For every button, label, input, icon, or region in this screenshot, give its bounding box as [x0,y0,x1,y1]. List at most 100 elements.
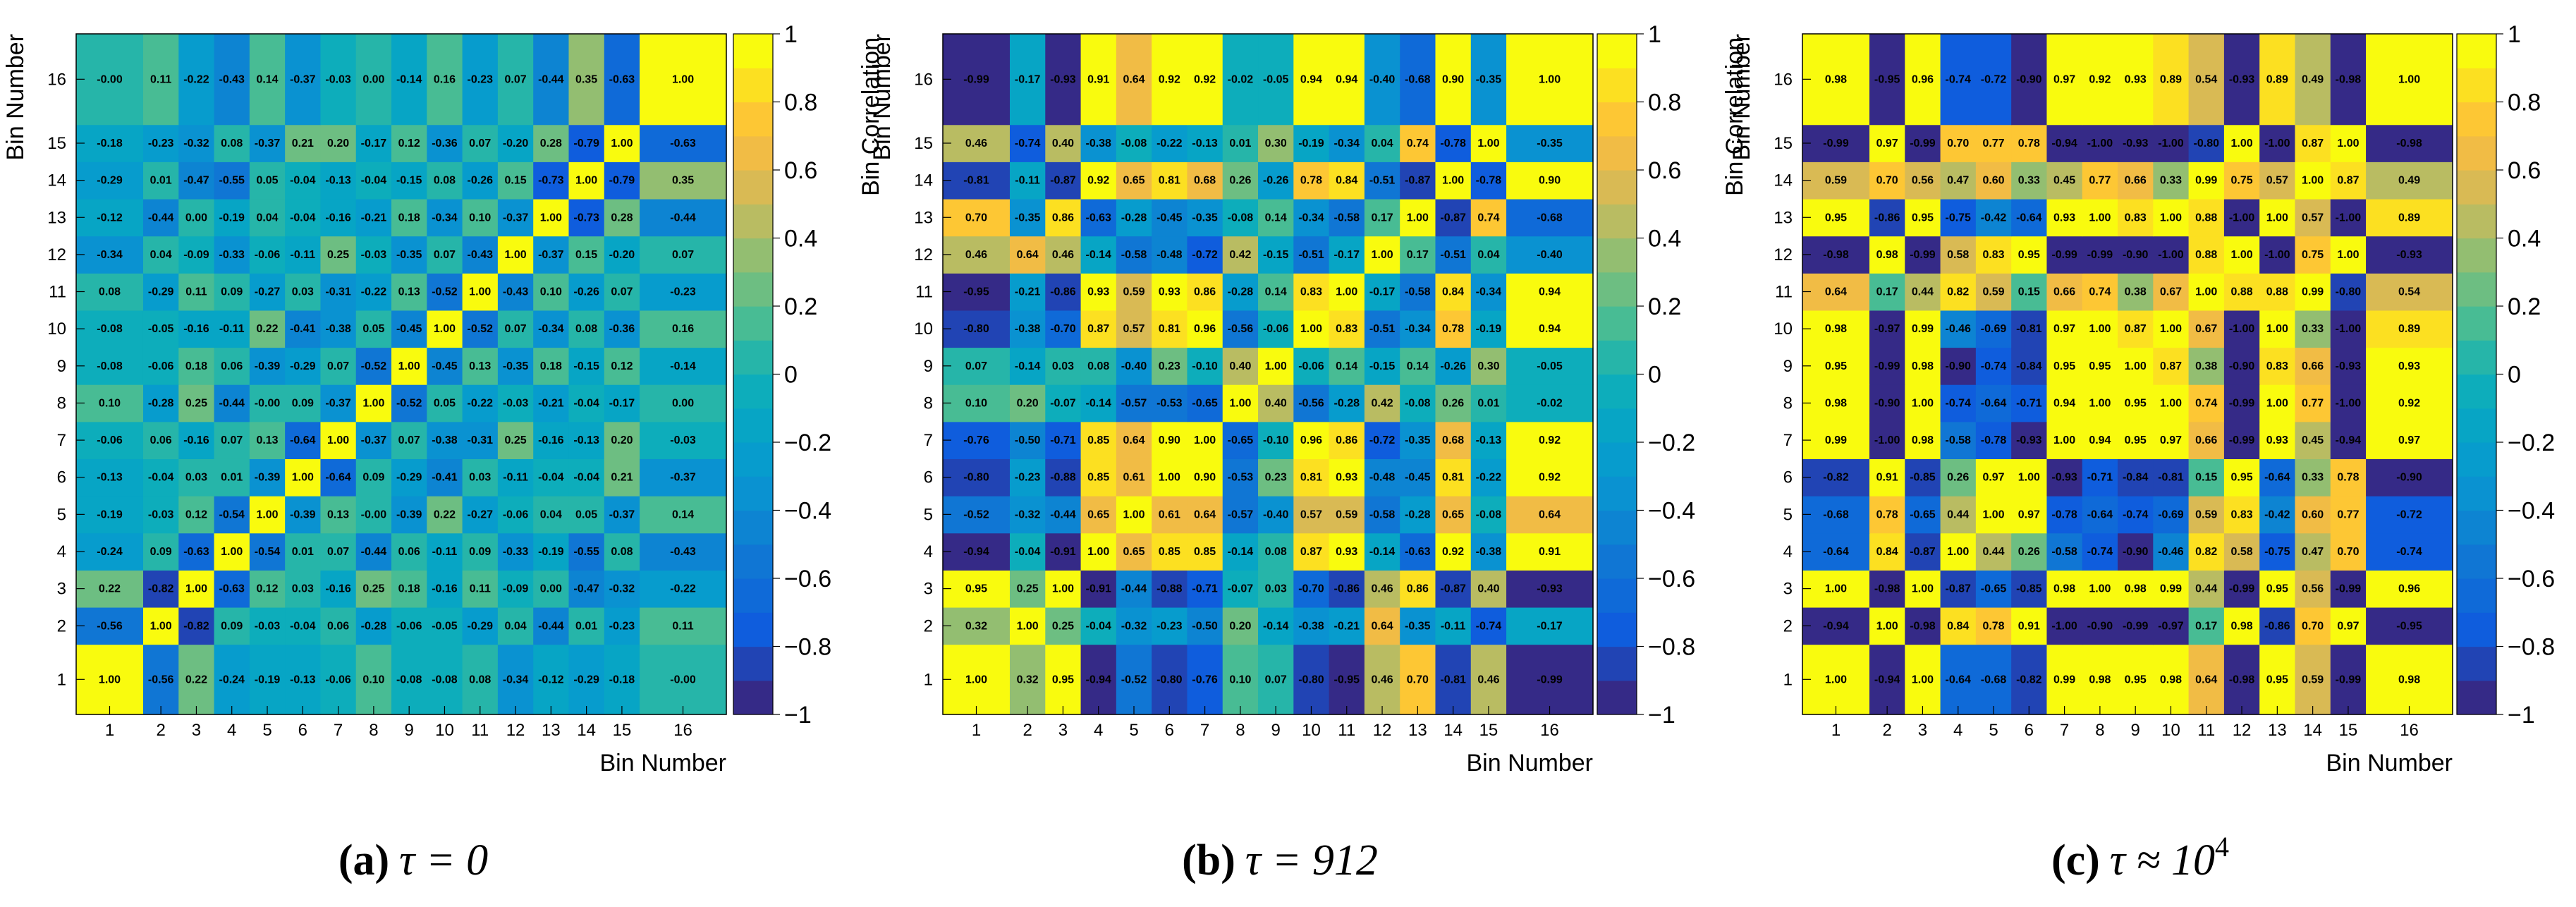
cell-value-label: -0.53 [1228,472,1254,484]
heatmap-cell [142,162,179,200]
cell-value-label: 0.12 [611,360,633,372]
cell-value-label: 0.99 [1825,434,1847,446]
heatmap-cell [497,162,534,200]
heatmap-cell [178,310,215,348]
heatmap-cell [142,644,179,715]
cell-value-label: -0.34 [1298,212,1324,224]
heatmap-cell [355,34,392,126]
heatmap-cell [1400,570,1436,608]
cell-value-label: -0.79 [609,175,635,187]
cell-value-label: 0.78 [1982,620,2004,632]
heatmap-cell [943,384,1011,422]
cell-value-label: 0.86 [1336,434,1357,446]
cell-value-label: -0.44 [670,212,696,224]
heatmap-cell [2153,570,2190,608]
heatmap-cell [249,34,286,126]
cell-value-label: -0.90 [1874,397,1900,409]
cell-value-label: -0.03 [325,73,351,85]
cell-value-label: 0.94 [1539,286,1561,298]
heatmap-cell [1975,273,2012,311]
cell-value-label: -0.33 [503,546,529,558]
heatmap-cell [2153,421,2190,459]
cell-value-label: -0.15 [1369,360,1396,372]
colorbar-step [733,374,773,409]
cell-value-label: 1.00 [1300,323,1322,335]
heatmap-cell [1506,310,1594,348]
heatmap-cell [1187,496,1223,534]
heatmap-cell [1435,310,1472,348]
cell-value-label: 0.26 [2018,546,2040,558]
heatmap-cell [2188,198,2225,237]
heatmap-cell [1009,34,1046,126]
heatmap-cell [2011,532,2048,571]
cell-value-label: 1.00 [1159,472,1180,484]
cell-value-label: 0.03 [292,286,314,298]
colorbar-step [733,544,773,579]
heatmap-cell [2118,310,2154,348]
heatmap-cell [249,607,286,645]
cell-value-label: 0.93 [2398,360,2420,372]
heatmap-cell [1187,347,1223,385]
cell-value-label: -0.41 [432,472,458,484]
cell-value-label: -0.87 [1405,175,1431,187]
cell-value-label: -0.43 [219,73,245,85]
cell-value-label: -0.52 [1121,674,1147,686]
heatmap-cell [2188,532,2225,571]
cell-value-label: 0.83 [2266,360,2288,372]
heatmap-cell [178,496,215,534]
heatmap-cell [320,496,357,534]
cell-value-label: 0.84 [1336,175,1357,187]
cell-value-label: 0.67 [2160,286,2182,298]
heatmap-cell [943,124,1011,162]
heatmap-cell [2046,198,2083,237]
heatmap-cell [285,236,322,274]
heatmap-cell [2188,421,2225,459]
cell-value-label: 0.70 [2302,620,2324,632]
heatmap-cell [1869,384,1905,422]
colorbar-step [2457,374,2496,409]
heatmap-cell [285,347,322,385]
cell-value-label: -0.11 [432,546,458,558]
cell-value-label: 0.57 [1123,323,1144,335]
cell-value-label: 0.15 [2018,286,2040,298]
y-tick-label: 7 [1783,431,1793,450]
heatmap-cell [943,162,1011,200]
y-tick-label: 13 [1774,208,1793,227]
heatmap-cell [1364,458,1400,497]
heatmap-cell [1905,34,1941,126]
cell-value-label: 0.30 [1477,360,1499,372]
heatmap-cell [1293,421,1330,459]
cell-value-label: 1.00 [2266,397,2288,409]
cell-value-label: 0.32 [965,620,987,632]
heatmap-cell [497,124,534,162]
cell-value-label: -0.10 [1263,434,1289,446]
heatmap-cell [1009,607,1046,645]
cell-value-label: -0.19 [1298,138,1324,150]
cell-value-label: 0.74 [2195,397,2217,409]
x-tick-label: 5 [262,721,271,740]
heatmap-cell [2046,310,2083,348]
cell-value-label: 0.47 [2302,546,2324,558]
heatmap-cell [1258,162,1294,200]
cell-value-label: -0.11 [503,472,528,484]
heatmap-cell [568,384,605,422]
heatmap-cell [1187,644,1223,715]
cell-value-label: 0.17 [1876,286,1898,298]
cell-value-label: -0.52 [963,509,989,521]
cell-value-label: -0.90 [2123,546,2149,558]
heatmap-cell [142,34,179,126]
cell-value-label: -0.65 [1228,434,1254,446]
cell-value-label: -0.48 [1156,249,1183,261]
cell-value-label: -0.04 [1015,546,1041,558]
cell-value-label: 1.00 [150,620,172,632]
heatmap-cell [355,421,392,459]
cell-value-label: 0.54 [2195,73,2217,85]
heatmap-cell [1975,570,2012,608]
cell-value-label: -0.54 [219,509,245,521]
cell-value-label: -0.29 [573,674,599,686]
cell-value-label: 0.92 [1442,546,1464,558]
heatmap-cell [1470,607,1507,645]
heatmap-cell [1975,458,2012,497]
cell-value-label: -0.63 [609,73,635,85]
x-axis-title: Bin Number [599,750,726,777]
